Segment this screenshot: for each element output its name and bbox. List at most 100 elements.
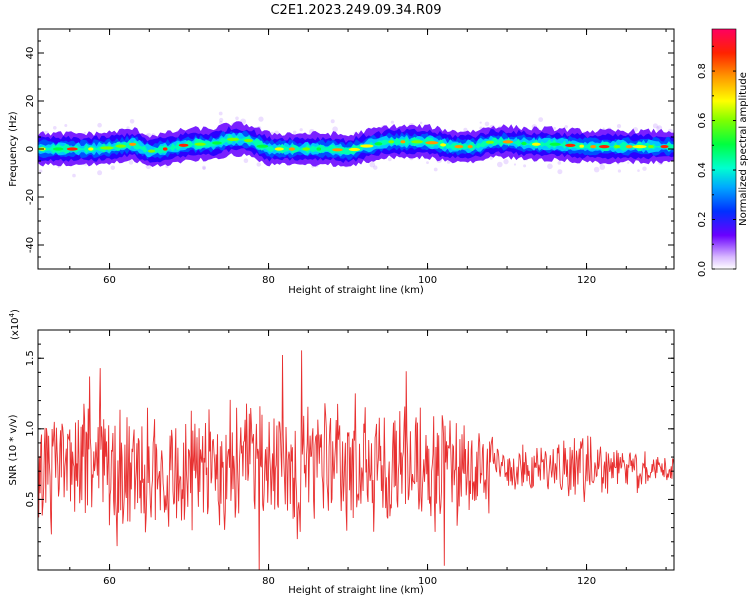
spectrogram-hotspot (302, 147, 311, 151)
snr-x-axis-label: Height of straight line (km) (288, 585, 424, 596)
spectrogram-hotspot (521, 141, 527, 146)
spectrogram-hotspot (400, 140, 406, 144)
spectrogram-x-axis-label: Height of straight line (km) (288, 285, 424, 296)
spectrogram-hotspot (274, 147, 284, 151)
spectrogram-haze-dot (64, 124, 68, 127)
spectrogram-haze-dot (479, 121, 482, 124)
spectrogram-haze-dot (523, 164, 527, 168)
spectrogram-haze-dot (484, 121, 490, 127)
spectrogram-haze-dot (72, 173, 76, 178)
spectrogram-haze-dot (53, 126, 57, 130)
spectrogram-x-tick-label: 100 (418, 275, 437, 286)
spectrogram-haze-dot (299, 128, 303, 132)
spectrogram-haze-dot (369, 161, 376, 168)
spectrogram-band (38, 132, 674, 158)
colorbar-tick-label: 0.0 (697, 261, 708, 277)
spectrogram-y-tick-label: -40 (25, 237, 36, 253)
snr-x-tick-label: 80 (262, 576, 275, 587)
snr-x-tick-label: 60 (103, 576, 116, 587)
spectrogram-haze-dot (538, 117, 544, 122)
spectrogram-x-tick-label: 120 (577, 275, 596, 286)
spectrogram-hotspot (425, 141, 439, 145)
spectrogram-panel: 60 80 100 120 40 20 0 -20 -40 Height of straight… (8, 28, 675, 296)
spectrogram-haze-dot (652, 123, 658, 129)
spectrogram-hotspot (590, 145, 597, 149)
colorbar-tick-label: 0.2 (697, 212, 708, 228)
colorbar-gradient (712, 29, 736, 269)
spectrogram-haze-dot (627, 161, 630, 164)
spectrogram-haze-dot (557, 169, 563, 175)
spectrogram-haze-dot (39, 169, 43, 173)
spectrogram-haze-dot (602, 127, 605, 130)
spectrogram-haze-dot (219, 117, 224, 123)
spectrogram-hotspot (244, 138, 253, 143)
spectrogram-hotspot (348, 147, 361, 152)
spectrogram-hotspot (440, 143, 447, 147)
spectrogram-haze-dot (243, 158, 249, 163)
spectrogram-hotspot (360, 144, 374, 148)
snr-scale-exponent: 4 (8, 312, 16, 317)
spectrogram-haze-dot (126, 126, 130, 130)
spectrogram-haze-dot (564, 125, 568, 129)
snr-x-tick-label: 120 (577, 576, 596, 587)
spectrogram-hotspot (100, 146, 114, 150)
spectrogram-hotspot (531, 142, 541, 146)
spectrogram-hotspot (332, 148, 343, 152)
spectrogram-hotspot (227, 137, 239, 141)
spectrogram-hotspot (212, 141, 222, 145)
spectrogram-hotspot (178, 143, 189, 147)
spectrogram-marks (38, 111, 674, 178)
spectrogram-haze-dot (642, 166, 647, 171)
spectrogram-hotspot (288, 147, 295, 151)
spectrogram-haze-dot (553, 126, 557, 130)
spectrogram-haze-dot (433, 167, 438, 172)
spectrogram-haze-dot (97, 122, 102, 128)
snr-scale-prefix: (x10 (10, 317, 21, 340)
spectrogram-hotspot (549, 142, 561, 146)
spectrogram-hotspot (256, 144, 269, 148)
spectrogram-haze-dot (57, 165, 60, 169)
snr-y-tick-label: 1.0 (25, 421, 36, 437)
spectrogram-y-tick-label: 20 (25, 95, 36, 108)
spectrogram-haze-dot (390, 120, 394, 124)
spectrogram-haze-dot (387, 157, 392, 162)
spectrogram-hotspot (502, 140, 514, 144)
snr-x-tick-label: 100 (418, 576, 437, 587)
spectrogram-haze-dot (330, 119, 335, 124)
spectrogram-hotspot (565, 143, 576, 147)
snr-axes: 60 80 100 120 0.5 1.0 1.5 (25, 330, 674, 587)
spectrogram-haze-dot (463, 127, 468, 132)
spectrogram-haze-dot (593, 166, 600, 173)
snr-y-tick-label: 0.5 (25, 491, 36, 507)
spectrogram-haze-dot (128, 160, 134, 165)
spectrogram-haze-dot (332, 126, 338, 132)
spectrogram-haze-dot (235, 116, 239, 121)
spectrogram-axes: 60 80 100 120 40 20 0 -20 -40 (25, 28, 674, 286)
colorbar-tick-label: 0.8 (697, 63, 708, 79)
spectrogram-haze-dot (256, 162, 261, 167)
spectrogram-haze-dot (503, 159, 509, 165)
spectrogram-haze-dot (617, 169, 622, 173)
spectrogram-hotspot (598, 145, 610, 149)
spectrogram-hotspot (614, 145, 621, 149)
spectrogram-hotspot (194, 142, 206, 146)
spectrogram-hotspot (454, 145, 464, 149)
spectrogram-x-tick-label: 60 (103, 275, 116, 286)
spectrogram-haze-dot (202, 166, 206, 170)
spectrogram-haze-dot (97, 170, 103, 176)
spectrogram-haze-dot (547, 163, 553, 170)
spectrogram-x-tick-label: 80 (262, 275, 275, 286)
spectrogram-hotspot (88, 147, 94, 151)
colorbar: 0.0 0.2 0.4 0.6 0.8 Normalized spectral ampl… (697, 28, 749, 277)
spectrogram-y-tick-label: 0 (25, 146, 36, 152)
snr-panel: 60 80 100 120 0.5 1.0 1.5 Height of straight l… (8, 309, 675, 596)
spectrogram-haze-dot (202, 165, 206, 170)
spectrogram-haze-dot (616, 124, 622, 129)
snr-marks (38, 350, 674, 570)
spectrogram-haze-dot (83, 131, 86, 134)
spectrogram-haze-dot (513, 163, 517, 166)
spectrogram-haze-dot (129, 119, 135, 124)
spectrogram-hotspot (632, 145, 647, 149)
spectrogram-hotspot (467, 145, 473, 149)
